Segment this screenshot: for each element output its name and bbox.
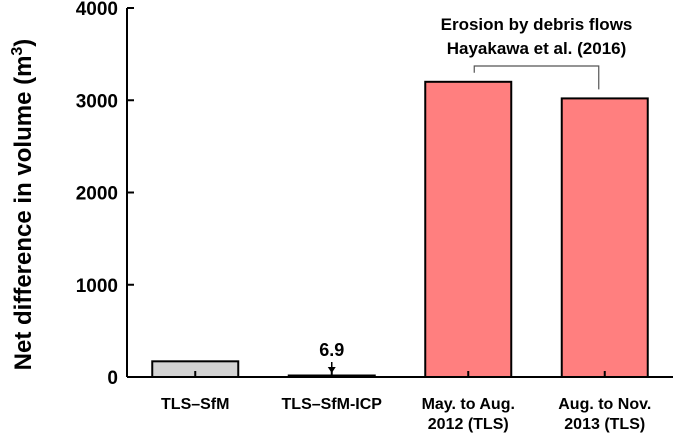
y-axis-label-text: Net difference in volume (m [10,56,37,371]
y-tick-label-4000: 4000 [76,0,118,20]
x-tick-label-line: May. to Aug. [422,396,515,413]
x-tick-label-line: 2013 (TLS) [564,416,645,433]
data-label-2: 6.9 [319,340,344,360]
y-axis-label-superscript: 3 [9,47,26,56]
annotation-line-2: Hayakawa et al. (2016) [447,39,627,58]
y-tick-label-2000: 2000 [76,184,118,205]
x-tick-label-1: TLS–SfM [161,396,229,413]
x-tick-label-4: Aug. to Nov. 2013 (TLS) [558,396,651,433]
x-tick-label-line: TLS–SfM [161,396,229,413]
bar-3 [424,80,513,379]
x-tick-label-line: 2012 (TLS) [428,416,509,433]
x-tick-label-3: May. to Aug. 2012 (TLS) [422,396,515,433]
annotation-bracket [473,65,600,90]
y-tick-label-3000: 3000 [76,91,118,112]
annotation-line-1: Erosion by debris flows [441,15,633,34]
x-tick-label-2: TLS–SfM-ICP [282,396,383,413]
y-tick-label-0: 0 [107,368,118,389]
x-tick-label-line: TLS–SfM-ICP [282,396,383,413]
y-axis-label: Net difference in volume (m3) [9,39,37,371]
plot-area: 0 1000 2000 3000 4000 TLS–SfM TLS–SfM-ICP May. … [9,0,673,433]
y-tick-label-1000: 1000 [76,276,118,297]
data-label-arrow-head [327,367,336,373]
bar-4 [560,97,649,378]
x-tick-label-line: Aug. to Nov. [558,396,651,413]
y-axis-label-close: ) [10,39,37,47]
